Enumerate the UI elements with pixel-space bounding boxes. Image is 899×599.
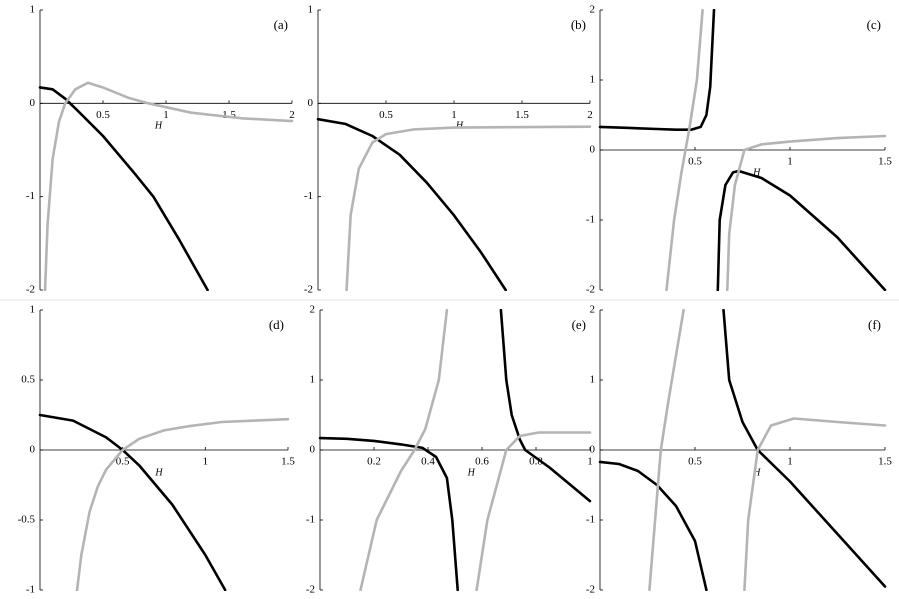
x-tick-label: 1.5: [281, 456, 295, 468]
x-axis-label: H: [467, 467, 476, 478]
y-tick-label: 0: [590, 144, 596, 156]
x-axis-label: H: [752, 167, 761, 178]
y-tick-label: -1: [586, 214, 595, 226]
x-tick-label: 1: [787, 456, 793, 468]
y-tick-label: -1: [26, 584, 35, 596]
x-tick-label: 1.5: [222, 109, 236, 121]
x-tick-label: 1: [163, 109, 169, 121]
panel-label: (b): [571, 17, 586, 32]
panel-label: (f): [868, 317, 881, 332]
x-tick-label: 1.5: [878, 156, 892, 168]
x-tick-label: 0.4: [421, 456, 435, 468]
curve: [38, 86, 209, 291]
curve: [318, 309, 592, 591]
plot-area: [318, 309, 592, 591]
plot-area: [38, 413, 290, 591]
x-axis-label: H: [154, 467, 163, 478]
y-tick-label: 1: [30, 4, 36, 16]
x-tick-label: 1.5: [878, 456, 892, 468]
y-tick-label: 2: [590, 4, 596, 16]
x-tick-label: 2: [587, 109, 593, 121]
x-tick-label: 0.5: [379, 109, 393, 121]
curve: [43, 81, 294, 291]
y-tick-label: 0: [590, 444, 596, 456]
y-tick-label: -0.5: [18, 514, 36, 526]
x-tick-label: 0.5: [688, 456, 702, 468]
x-tick-label: 0.8: [529, 456, 543, 468]
panel-label: (e): [572, 317, 586, 332]
x-tick-label: 0.6: [475, 456, 489, 468]
x-axis-label: H: [455, 121, 464, 132]
y-tick-label: -1: [586, 514, 595, 526]
plot-area: [598, 309, 887, 591]
y-tick-label: 1: [590, 374, 596, 386]
y-tick-label: 2: [310, 304, 316, 316]
x-tick-label: 1: [451, 109, 457, 121]
y-tick-label: -2: [306, 584, 315, 596]
y-tick-label: -1: [304, 190, 313, 202]
x-tick-label: 1.5: [515, 109, 529, 121]
y-tick-label: -2: [26, 284, 35, 296]
y-tick-label: 0.5: [21, 374, 35, 386]
plot-area: [598, 9, 887, 291]
curve: [648, 309, 887, 591]
y-tick-label: 1: [30, 304, 36, 316]
x-axis-label: H: [752, 467, 761, 478]
panel-label: (d): [269, 317, 284, 332]
y-tick-label: -2: [586, 584, 595, 596]
x-tick-label: 1: [203, 456, 209, 468]
y-tick-label: 1: [590, 74, 596, 86]
y-tick-label: 0: [308, 97, 314, 109]
y-tick-label: -1: [306, 514, 315, 526]
curve: [38, 413, 227, 591]
x-tick-label: 0.5: [116, 456, 130, 468]
x-axis-label: H: [154, 121, 163, 132]
curve: [345, 125, 592, 291]
x-tick-label: 0.5: [688, 156, 702, 168]
panel-label: (a): [274, 17, 288, 32]
x-tick-label: 1: [587, 456, 593, 468]
plot-area: [316, 117, 592, 291]
curve: [75, 417, 290, 591]
y-tick-label: -2: [586, 284, 595, 296]
curve: [316, 117, 507, 291]
y-tick-label: 0: [30, 97, 36, 109]
y-tick-label: 2: [590, 304, 596, 316]
x-tick-label: 0.2: [367, 456, 381, 468]
x-tick-label: 2: [289, 109, 295, 121]
curve: [665, 9, 887, 291]
plot-area: [38, 81, 294, 291]
y-tick-label: 1: [308, 4, 314, 16]
x-tick-label: 1: [787, 156, 793, 168]
x-tick-label: 0.5: [96, 109, 110, 121]
y-tick-label: 0: [30, 444, 36, 456]
y-tick-label: -1: [26, 190, 35, 202]
y-tick-label: 0: [310, 444, 316, 456]
panel-label: (c): [867, 17, 881, 32]
y-tick-label: 1: [310, 374, 316, 386]
curve: [359, 309, 592, 591]
y-tick-label: -2: [304, 284, 313, 296]
